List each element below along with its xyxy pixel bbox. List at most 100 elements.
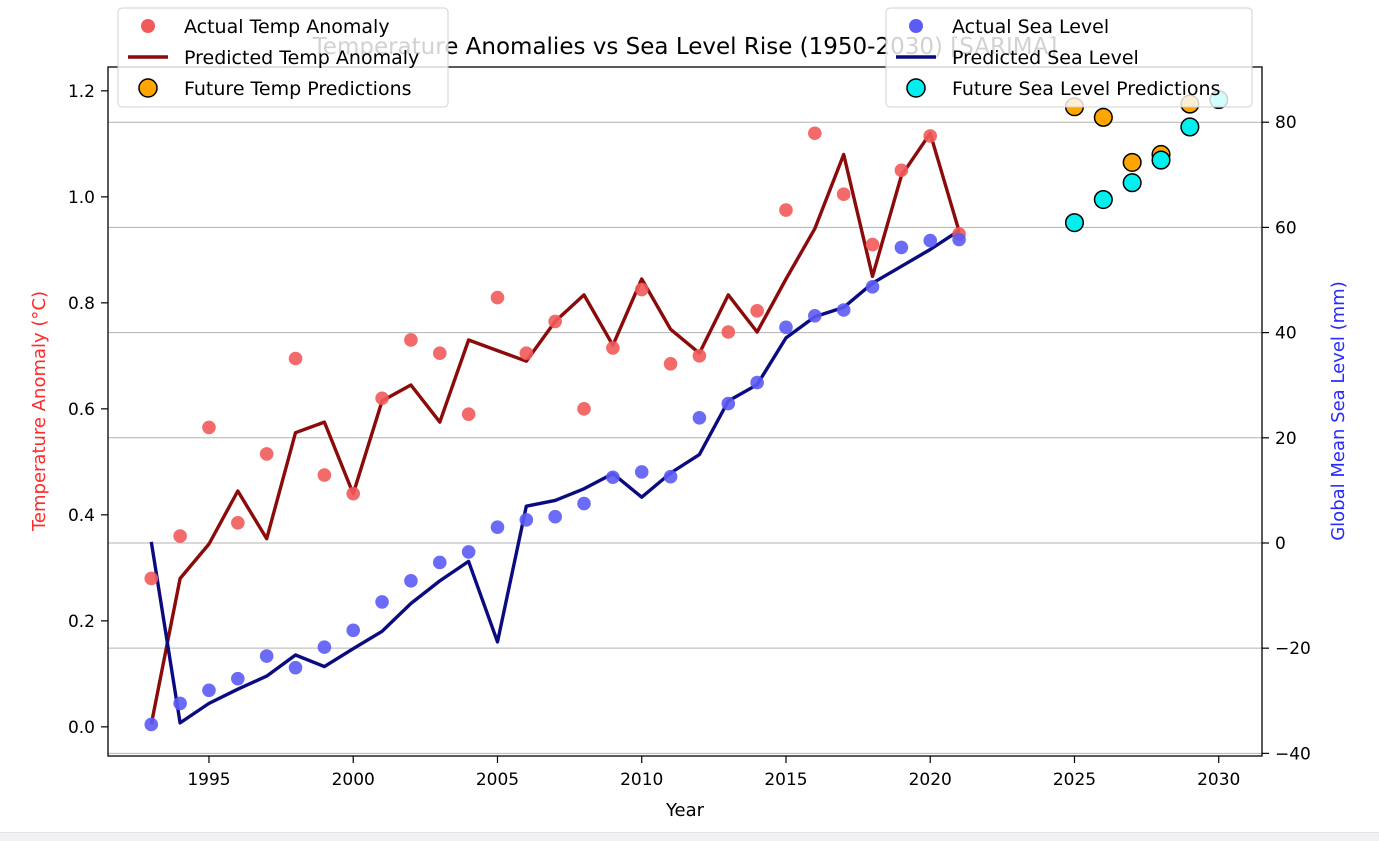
y-left-tick-label-6: 1.2 <box>68 82 95 102</box>
series-0-point-14 <box>548 314 562 329</box>
series-0-point-8 <box>375 391 389 406</box>
series-5-point-2 <box>1122 173 1142 193</box>
series-3-point-5 <box>288 660 303 675</box>
series-3-point-4 <box>259 649 274 663</box>
x-tick-label-4: 2015 <box>764 770 807 790</box>
series-3-point-0 <box>144 717 159 732</box>
y-left-tick-label-2: 0.4 <box>68 506 95 526</box>
series-2-point-1 <box>1093 107 1113 127</box>
y-left-axis: 0.0 0.2 0.4 0.6 0.8 1.0 1.2 <box>68 82 108 738</box>
series-0-point-17 <box>634 282 649 297</box>
series-0-point-3 <box>231 516 245 530</box>
series-0-point-2 <box>202 420 216 435</box>
series-3-point-20 <box>721 396 736 411</box>
series-0-point-0 <box>144 571 159 586</box>
series-5-point-0 <box>1064 213 1085 233</box>
legend-right: Actual Sea Level Predicted Sea Level Fut… <box>885 7 1253 108</box>
bottom-strip <box>0 832 1379 841</box>
series-0-point-21 <box>750 304 764 318</box>
series-0-point-15 <box>577 402 591 416</box>
series-0-point-27 <box>923 129 938 143</box>
y-right-tick-label-4: 40 <box>1275 324 1297 344</box>
series-3-point-1 <box>173 696 187 711</box>
x-tick-label-6: 2025 <box>1053 770 1096 790</box>
series-3-point-19 <box>692 411 707 425</box>
series-0-point-19 <box>692 349 707 363</box>
series-3-point-23 <box>808 308 822 323</box>
y-left-tick-label-3: 0.6 <box>68 400 95 420</box>
series-0-point-13 <box>519 346 534 361</box>
series-3-point-3 <box>231 671 245 686</box>
y-right-tick-label-1: −20 <box>1275 639 1311 659</box>
y-left-axis-label: Temperature Anomaly (°C) <box>29 291 50 532</box>
series-3-point-10 <box>432 555 447 570</box>
series-3-point-14 <box>548 509 562 524</box>
series-3-point-18 <box>663 469 678 484</box>
x-axis: 1995 2000 2005 2010 2015 2020 2025 2030 <box>187 756 1240 790</box>
series-3-point-2 <box>202 683 216 698</box>
series-0-point-6 <box>317 468 332 482</box>
legend-actual-sea-marker <box>909 19 923 33</box>
series-0-point-18 <box>663 357 678 371</box>
y-left-tick-label-4: 0.8 <box>68 294 95 314</box>
legend-actual-sea-label: Actual Sea Level <box>952 16 1109 38</box>
legend-left: Actual Temp Anomaly Predicted Temp Anoma… <box>117 7 449 108</box>
series-0-point-10 <box>432 346 447 361</box>
x-tick-label-2: 2005 <box>476 770 519 790</box>
legend-right-frame <box>885 7 1253 108</box>
series-0-point-11 <box>461 407 476 421</box>
series-3-point-11 <box>461 545 476 559</box>
legend-actual-temp-label: Actual Temp Anomaly <box>184 16 390 38</box>
series-0-point-22 <box>779 203 793 217</box>
x-tick-label-3: 2010 <box>620 770 663 790</box>
series-3-point-25 <box>865 280 880 294</box>
series-0-point-23 <box>808 126 822 141</box>
y-right-tick-label-6: 80 <box>1275 113 1297 133</box>
series-3-point-16 <box>606 470 620 485</box>
y-left-tick-label-5: 1.0 <box>68 188 95 208</box>
legend-future-temp-label: Future Temp Predictions <box>184 78 412 100</box>
series-3-point-7 <box>346 623 361 638</box>
x-axis-label: Year <box>665 800 705 821</box>
x-tick-label-0: 1995 <box>187 770 230 790</box>
series-3-point-26 <box>894 240 909 255</box>
series-0-point-25 <box>865 237 880 252</box>
series-3-point-12 <box>490 520 505 535</box>
y-right-tick-label-0: −40 <box>1275 744 1311 764</box>
series-3-point-17 <box>634 465 649 479</box>
y-right-tick-label-5: 60 <box>1275 218 1297 238</box>
legend-future-temp-marker <box>138 78 158 98</box>
series-4-line <box>149 229 961 725</box>
legend-predicted-sea-label: Predicted Sea Level <box>952 47 1139 69</box>
series-0-point-9 <box>404 333 418 347</box>
series-5-point-1 <box>1093 189 1113 210</box>
x-tick-label-5: 2020 <box>909 770 952 790</box>
series-0-point-1 <box>173 529 187 543</box>
legend-future-sea-marker <box>906 78 926 98</box>
plot-frame <box>107 66 1263 757</box>
x-tick-label-1: 2000 <box>332 770 375 790</box>
plot-area <box>108 67 1262 756</box>
series-0-point-12 <box>490 290 505 305</box>
y-right-tick-label-3: 20 <box>1275 429 1297 449</box>
series-5-point-4 <box>1180 117 1200 137</box>
y-right-axis: −40 −20 0 20 40 60 80 <box>1262 113 1311 764</box>
series-0-point-7 <box>346 486 361 501</box>
series-3-point-28 <box>952 232 966 247</box>
y-left-tick-label-1: 0.2 <box>68 612 95 632</box>
y-right-axis-label: Global Mean Sea Level (mm) <box>1328 281 1349 541</box>
series-3-point-21 <box>750 375 764 390</box>
series-5-point-3 <box>1151 150 1171 170</box>
series-0-point-16 <box>606 341 620 355</box>
x-tick-label-7: 2030 <box>1197 770 1240 790</box>
series-0-point-24 <box>836 187 851 201</box>
series-3-point-15 <box>577 496 591 511</box>
legend-predicted-temp-label: Predicted Temp Anomaly <box>184 47 419 69</box>
series-0-point-4 <box>259 447 274 461</box>
series-0-point-5 <box>288 351 303 366</box>
y-right-tick-label-2: 0 <box>1275 534 1286 554</box>
series-3-point-27 <box>923 233 938 248</box>
y-left-tick-label-0: 0.0 <box>68 718 95 738</box>
series-3-point-6 <box>317 640 332 654</box>
